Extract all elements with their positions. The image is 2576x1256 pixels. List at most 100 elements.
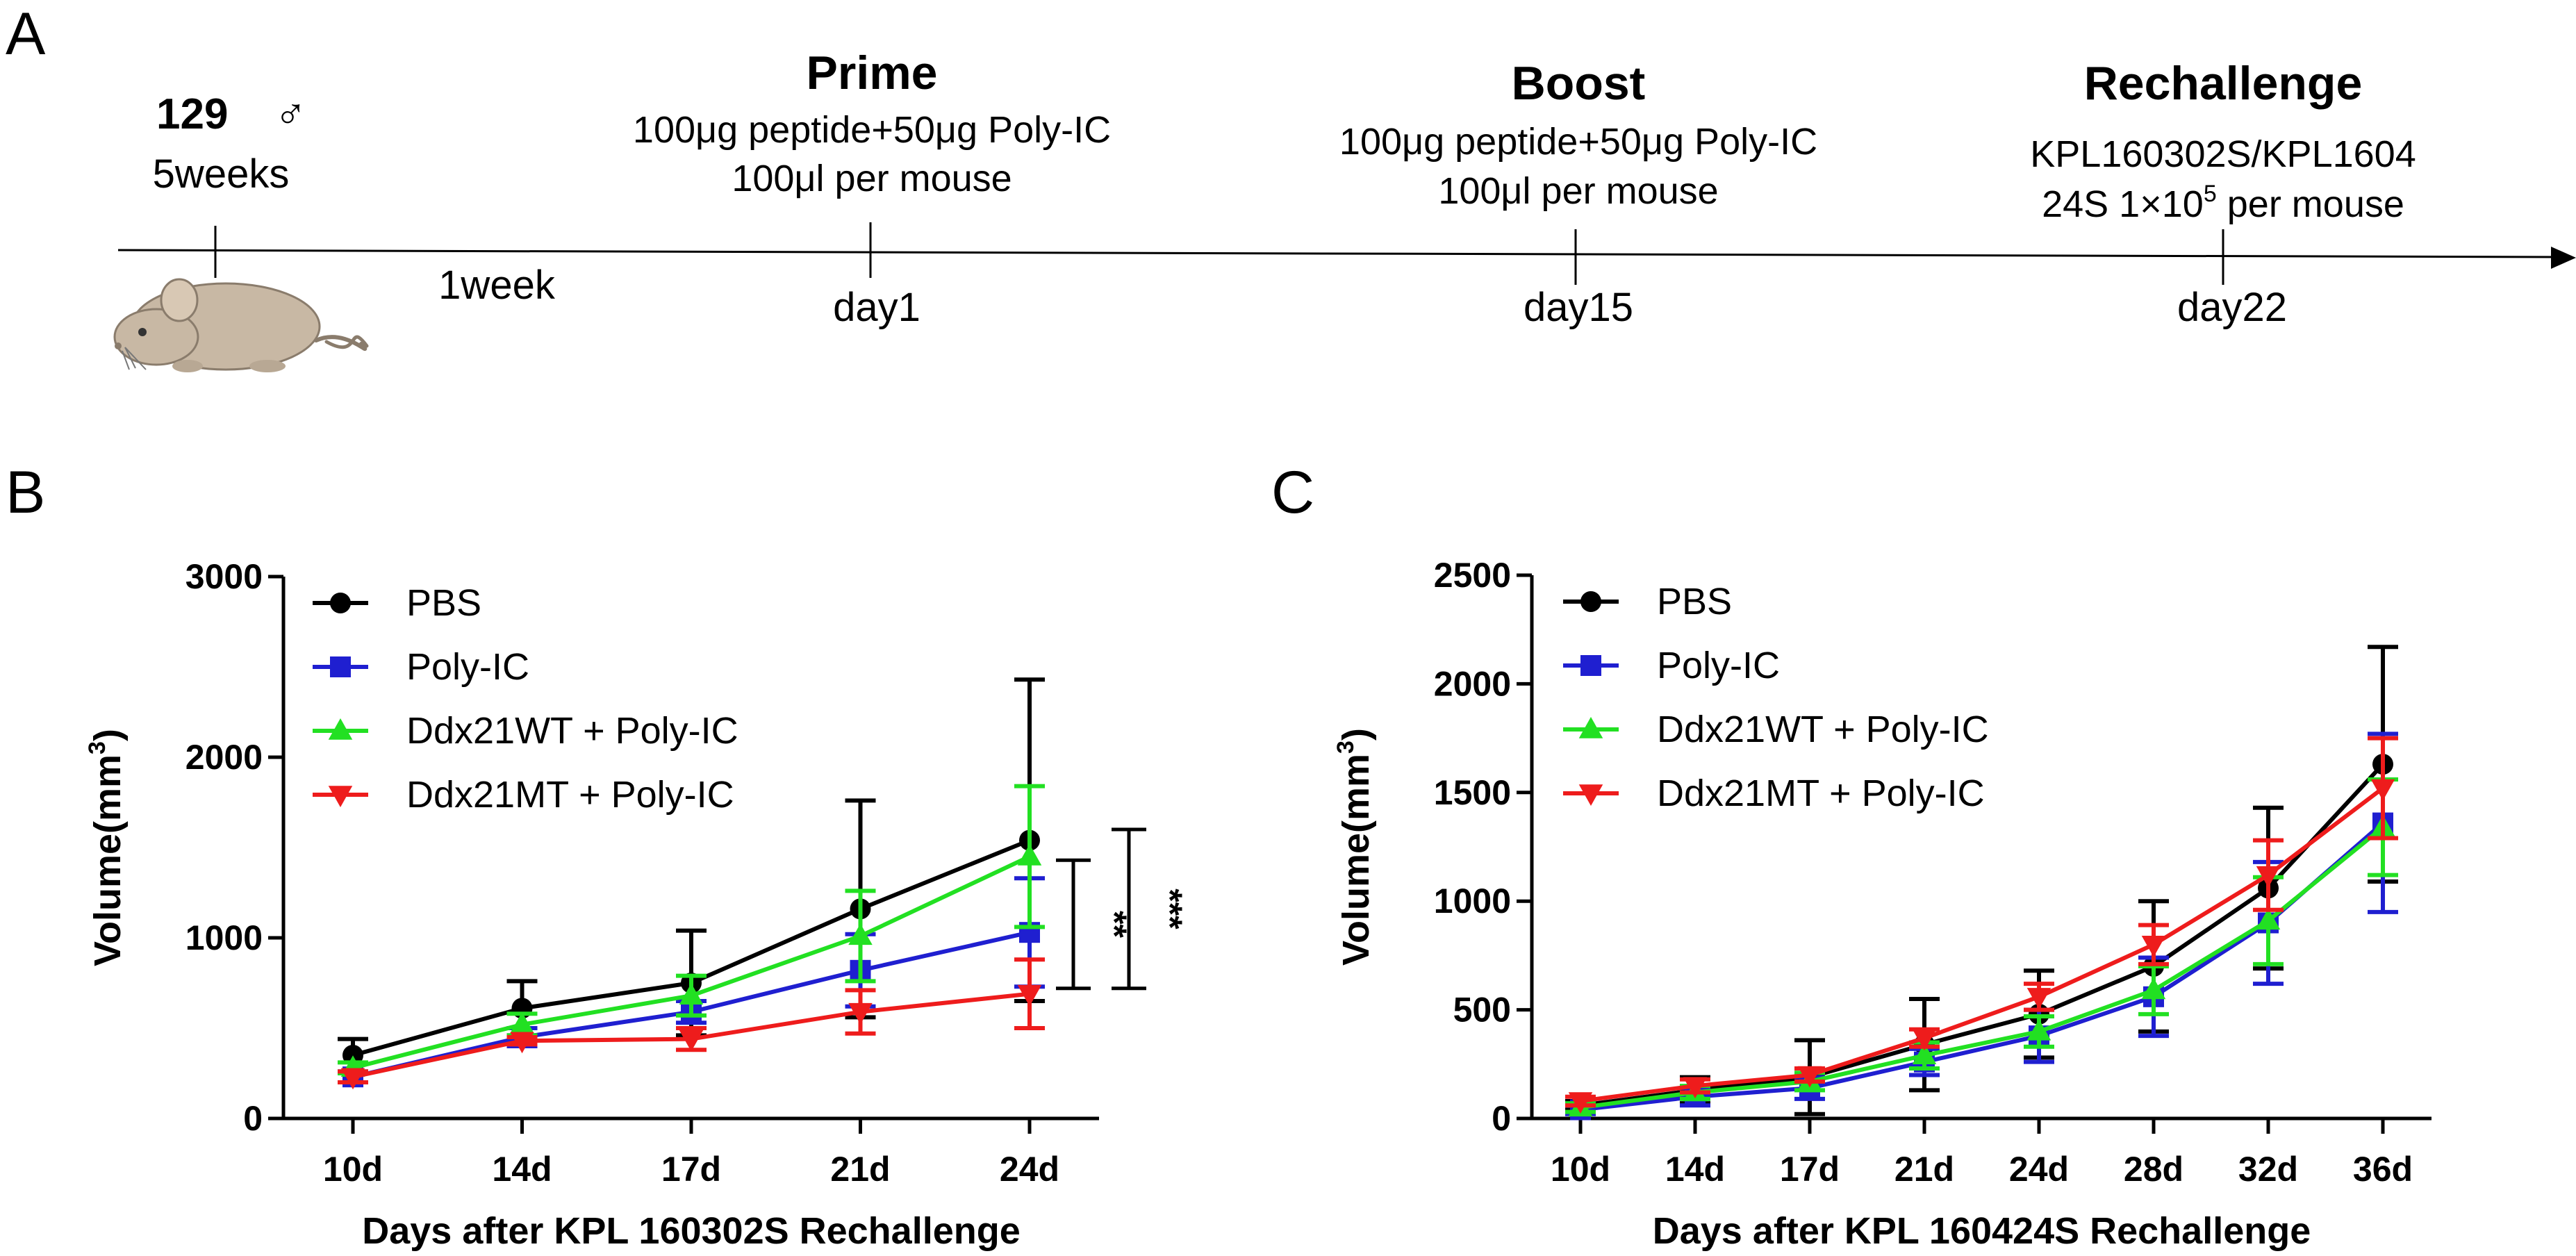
x-tick-label: 21d [1894, 1150, 1954, 1189]
legend-label: Ddx21WT + Poly-IC [406, 710, 738, 752]
mouse-age: 5weeks [153, 151, 290, 197]
event-boost: Boost 100μg peptide+50μg Poly-IC 100μl p… [1339, 57, 1817, 330]
event-day: day1 [833, 285, 920, 330]
legend-marker [1578, 784, 1603, 806]
event-detail: 100μl per mouse [1438, 170, 1718, 212]
data-point [2256, 908, 2281, 930]
y-tick-label: 2000 [185, 738, 263, 777]
data-point [510, 1011, 534, 1034]
data-point [2370, 779, 2395, 801]
y-tick-label: 0 [1492, 1099, 1511, 1138]
x-tick-label: 36d [2353, 1150, 2413, 1189]
y-tick-label: 0 [243, 1099, 263, 1138]
event-title: Boost [1512, 57, 1646, 110]
legend-marker [1580, 591, 1601, 612]
series-ddx21wt-poly-ic [1565, 777, 2398, 1117]
data-point [1017, 844, 1042, 866]
event-detail: KPL160302S/KPL1604 [2030, 133, 2416, 175]
timeline-arrowhead [2551, 247, 2576, 269]
data-point [1568, 1092, 1593, 1114]
data-point [2026, 1018, 2051, 1041]
event-detail: 24S 1×105 per mouse [2042, 181, 2404, 225]
mouse-illustration [113, 278, 369, 372]
data-point [848, 923, 873, 945]
panel-a: A 129 ♂ 5weeks 1week Prime 100μg p [6, 1, 2576, 372]
event-title: Rechallenge [2084, 57, 2363, 110]
legend-label: Ddx21MT + Poly-IC [1657, 772, 1985, 814]
y-tick-label: 500 [1453, 991, 1511, 1030]
series-line [1580, 786, 2384, 1103]
y-tick-label: 3000 [185, 557, 263, 596]
data-point [2256, 866, 2281, 888]
panel-b-label: B [6, 459, 45, 526]
panel-b: B 0 1000 2000 3000 10d 14d 17d 21d 24d Days after… [6, 459, 1189, 1252]
x-axis-title: Days after KPL 160302S Rechallenge [362, 1210, 1021, 1252]
legend-marker [328, 786, 353, 807]
x-tick-label: 32d [2238, 1150, 2298, 1189]
data-point [1017, 984, 1042, 1007]
data-point [2026, 988, 2051, 1009]
data-point [2141, 936, 2166, 957]
legend-label: Poly-IC [1657, 645, 1780, 686]
data-point [679, 1030, 704, 1052]
data-point [1797, 1066, 1822, 1088]
legend-marker [330, 656, 351, 677]
legend-label: Poly-IC [406, 646, 529, 688]
event-day: day22 [2177, 285, 2287, 330]
y-tick-label: 1000 [185, 918, 263, 957]
legend-label: Ddx21MT + Poly-IC [406, 774, 734, 816]
chart-b: 0 1000 2000 3000 10d 14d 17d 21d 24d Days after K… [84, 557, 1189, 1252]
legend-label: Ddx21WT + Poly-IC [1657, 709, 1989, 750]
panel-a-label: A [6, 1, 46, 67]
data-point [1683, 1077, 1708, 1099]
data-point [2141, 977, 2166, 1000]
legend-marker [1578, 717, 1603, 738]
y-tick-label: 2000 [1434, 664, 1511, 703]
event-detail: 100μl per mouse [732, 158, 1012, 199]
series-poly-ic [1565, 732, 2398, 1121]
event-detail: 100μg peptide+50μg Poly-IC [1339, 121, 1817, 163]
x-tick-label: 17d [1780, 1150, 1840, 1189]
data-point [1912, 1029, 1937, 1051]
event-prime: Prime 100μg peptide+50μg Poly-IC 100μl p… [633, 47, 1111, 330]
panel-c-label: C [1271, 459, 1314, 526]
x-tick-label: 21d [830, 1150, 890, 1189]
data-point [848, 1002, 873, 1025]
event-rechallenge: Rechallenge KPL160302S/KPL1604 24S 1×105… [2030, 57, 2416, 330]
legend-label: PBS [406, 582, 481, 624]
x-tick-label: 10d [323, 1150, 383, 1189]
series-ddx21wt-poly-ic [338, 784, 1045, 1077]
y-tick-label: 1500 [1434, 773, 1511, 812]
x-tick-label: 10d [1551, 1150, 1610, 1189]
y-axis-title: Volume(mm3) [84, 729, 129, 966]
series-ddx21mt-poly-ic [338, 957, 1045, 1090]
sex-symbol: ♂ [274, 90, 307, 138]
data-point [1912, 1043, 1937, 1065]
x-tick-label: 28d [2124, 1150, 2183, 1189]
interval-label: 1week [438, 263, 556, 308]
event-detail: 100μg peptide+50μg Poly-IC [633, 109, 1111, 151]
data-point [679, 983, 704, 1005]
y-axis-title: Volume(mm3) [1332, 728, 1377, 966]
x-axis-title: Days after KPL 160424S Rechallenge [1653, 1210, 2311, 1252]
legend-marker [1580, 655, 1601, 676]
mouse-strain: 129 [156, 90, 228, 138]
series-line [1580, 763, 2385, 1108]
legend-marker [328, 718, 353, 740]
legend-marker [330, 593, 351, 613]
series-line [1580, 821, 2384, 1112]
legend-label: PBS [1657, 581, 1732, 622]
x-tick-label: 14d [1665, 1150, 1725, 1189]
y-tick-label: 2500 [1434, 556, 1511, 595]
series-ddx21mt-poly-ic [1565, 736, 2398, 1114]
timeline-axis [117, 249, 2557, 258]
event-title: Prime [807, 47, 938, 99]
significance-label: *** [1150, 889, 1189, 929]
x-tick-label: 14d [492, 1150, 552, 1189]
x-tick-label: 17d [661, 1150, 721, 1189]
panel-c: C 0 500 1000 1500 2000 2500 10d 14d 17d 21d 24d 28d… [1271, 459, 2431, 1252]
x-tick-label: 24d [1000, 1150, 1059, 1189]
data-point [340, 1068, 365, 1090]
series-line [1580, 825, 2384, 1110]
